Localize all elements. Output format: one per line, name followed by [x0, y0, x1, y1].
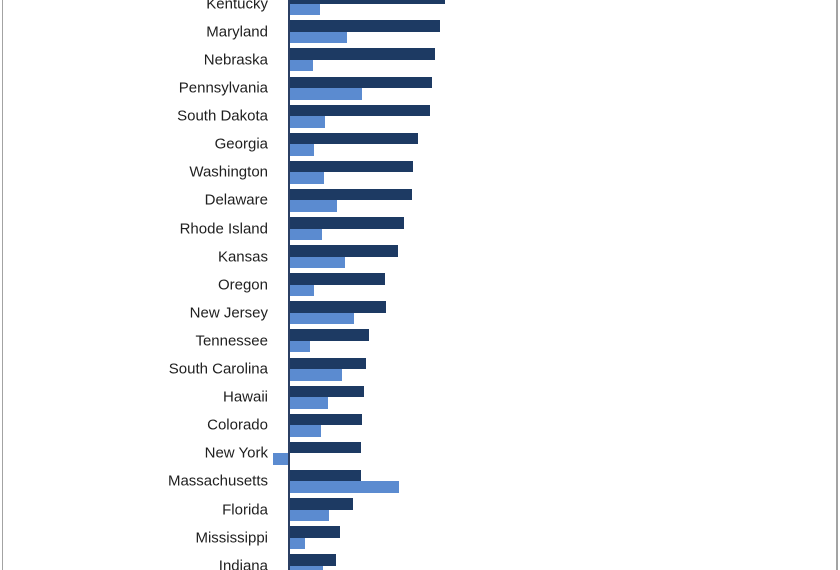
bar-series-2-light-blue: [290, 481, 399, 493]
category-label: Georgia: [214, 135, 268, 153]
chart-row: Oregon: [0, 273, 840, 297]
bar-series-1-dark-blue: [290, 217, 404, 229]
category-label: Kentucky: [206, 0, 268, 13]
category-label: South Carolina: [168, 360, 268, 378]
chart-row: Indiana: [0, 554, 840, 570]
bar-series-2-light-blue: [290, 537, 305, 550]
bar-series-2-light-blue: [290, 565, 323, 570]
category-label: Washington: [189, 163, 268, 181]
chart-row: South Dakota: [0, 104, 840, 128]
bar-series-2-light-blue: [290, 116, 325, 128]
category-label: Pennsylvania: [178, 79, 268, 97]
bar-series-1-dark-blue: [290, 0, 445, 4]
bar-series-1-dark-blue: [290, 104, 430, 117]
category-label: Florida: [222, 501, 268, 518]
bar-series-1-dark-blue: [290, 76, 432, 88]
bar-series-1-dark-blue: [290, 526, 340, 538]
category-label: Tennessee: [195, 332, 268, 350]
category-label: Rhode Island: [179, 220, 268, 237]
category-label: Indiana: [218, 557, 268, 570]
bar-series-2-light-blue: [290, 256, 345, 269]
chart-row: Maryland: [0, 20, 840, 44]
bar-series-1-dark-blue: [290, 132, 418, 145]
chart-row: Georgia: [0, 132, 840, 156]
bar-series-1-dark-blue: [290, 329, 369, 341]
category-label: Hawaii: [222, 388, 268, 406]
chart-row: Massachusetts: [0, 469, 840, 493]
category-label: New York: [204, 444, 268, 462]
bar-series-2-light-blue: [290, 369, 342, 381]
bar-series-2-light-blue: [273, 453, 288, 465]
chart-row: New York: [0, 441, 840, 465]
bar-series-2-light-blue: [290, 425, 321, 437]
bar-series-1-dark-blue: [290, 554, 336, 566]
chart-row: Mississippi: [0, 526, 840, 550]
bar-series-2-light-blue: [290, 509, 329, 521]
bar-series-1-dark-blue: [290, 413, 362, 426]
bar-series-1-dark-blue: [290, 301, 386, 313]
bar-series-2-light-blue: [290, 88, 362, 100]
chart-row: Florida: [0, 498, 840, 521]
bar-series-2-light-blue: [290, 228, 322, 240]
bar-series-2-light-blue: [290, 3, 320, 16]
chart-row: South Carolina: [0, 357, 840, 381]
bar-series-2-light-blue: [290, 200, 337, 212]
category-axis-line: [288, 0, 290, 570]
category-label: Mississippi: [195, 529, 268, 547]
chart-row: Colorado: [0, 413, 840, 437]
bar-series-1-dark-blue: [290, 273, 385, 285]
bar-series-2-light-blue: [290, 340, 310, 353]
chart-row: Kentucky: [0, 0, 840, 16]
bar-series-2-light-blue: [290, 144, 314, 156]
bar-series-1-dark-blue: [290, 441, 361, 454]
category-label: Colorado: [207, 416, 268, 434]
chart-row: Kansas: [0, 245, 840, 269]
bar-series-2-light-blue: [290, 172, 324, 184]
chart-row: Rhode Island: [0, 217, 840, 240]
chart-row: Pennsylvania: [0, 76, 840, 100]
bar-series-1-dark-blue: [290, 469, 361, 482]
chart-row: Nebraska: [0, 48, 840, 72]
chart-row: Delaware: [0, 188, 840, 212]
category-label: Delaware: [204, 191, 268, 209]
chart-row: New Jersey: [0, 301, 840, 325]
chart-row: Tennessee: [0, 329, 840, 353]
bar-series-2-light-blue: [290, 397, 328, 409]
bar-series-2-light-blue: [290, 312, 354, 325]
bar-series-1-dark-blue: [290, 48, 435, 60]
bar-series-1-dark-blue: [290, 160, 413, 173]
bar-series-2-light-blue: [290, 31, 347, 44]
category-label: Kansas: [217, 248, 268, 266]
category-label: New Jersey: [189, 304, 268, 322]
category-label: South Dakota: [177, 107, 268, 125]
category-label: Oregon: [217, 276, 268, 294]
bar-series-1-dark-blue: [290, 188, 412, 201]
bar-series-1-dark-blue: [290, 357, 366, 369]
chart-row: Hawaii: [0, 385, 840, 409]
category-label: Maryland: [206, 23, 268, 41]
bar-series-1-dark-blue: [290, 498, 353, 510]
category-label: Massachusetts: [167, 472, 268, 490]
bar-series-1-dark-blue: [290, 245, 398, 257]
bar-series-2-light-blue: [290, 284, 314, 297]
bar-series-1-dark-blue: [290, 20, 440, 32]
bar-series-1-dark-blue: [290, 385, 364, 398]
category-label: Nebraska: [203, 51, 268, 69]
chart-row: Washington: [0, 160, 840, 184]
bar-series-2-light-blue: [290, 59, 313, 72]
